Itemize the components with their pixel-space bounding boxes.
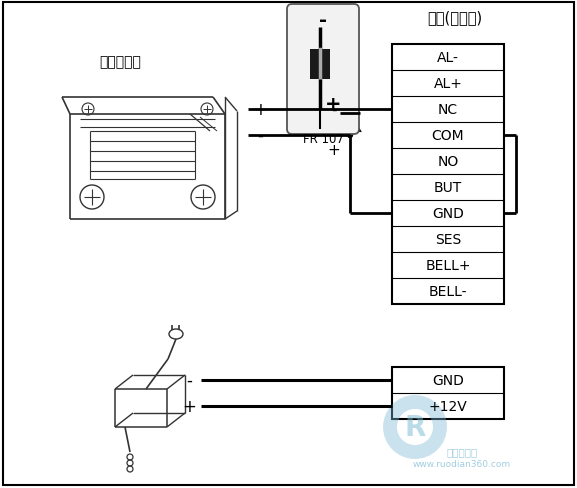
Text: BELL-: BELL- [429, 285, 467, 298]
Text: NC: NC [438, 103, 458, 117]
Text: GND: GND [432, 373, 464, 387]
Text: +: + [328, 143, 340, 158]
Text: -: - [319, 12, 327, 30]
Text: www.ruodian360.com: www.ruodian360.com [413, 460, 511, 468]
Text: NO: NO [437, 155, 459, 169]
Text: R: R [404, 413, 426, 441]
Text: +: + [325, 95, 341, 114]
Text: BELL+: BELL+ [425, 259, 471, 272]
Text: +: + [182, 397, 196, 415]
Text: -: - [186, 371, 192, 389]
Text: AL-: AL- [437, 51, 459, 65]
Bar [310, 50, 330, 80]
Text: 道电智能网: 道电智能网 [447, 446, 478, 456]
Bar [392, 45, 504, 305]
Bar [392, 367, 504, 419]
Text: 通电常闭锁: 通电常闭锁 [99, 55, 141, 69]
Text: GND: GND [432, 206, 464, 221]
Text: BUT: BUT [434, 181, 462, 195]
Text: 主机(门禁机): 主机(门禁机) [428, 10, 482, 25]
Text: +12V: +12V [429, 399, 467, 413]
Text: -: - [331, 102, 337, 117]
Text: SES: SES [435, 232, 461, 246]
Text: -: - [257, 127, 263, 145]
Circle shape [347, 107, 353, 112]
Text: FR 107: FR 107 [302, 133, 343, 146]
Text: AL+: AL+ [433, 77, 462, 91]
Circle shape [347, 133, 353, 138]
FancyBboxPatch shape [287, 5, 359, 135]
Text: +: + [253, 101, 267, 119]
Text: COM: COM [432, 129, 464, 142]
